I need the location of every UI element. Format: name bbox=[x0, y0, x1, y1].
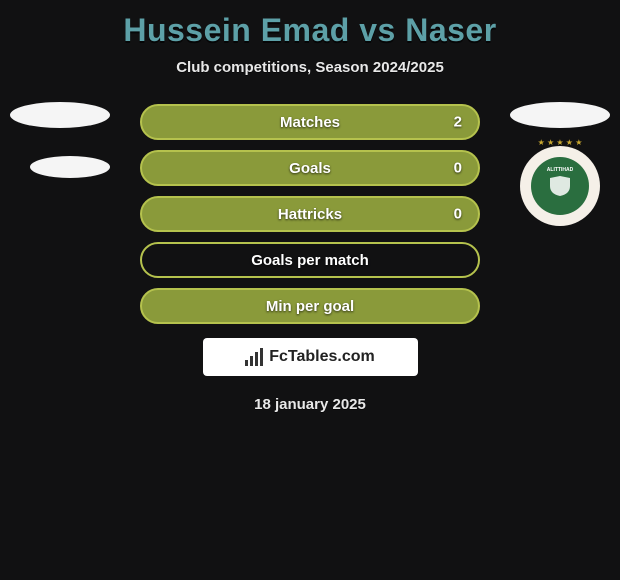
chart-bars-icon bbox=[245, 348, 263, 366]
page-title: Hussein Emad vs Naser bbox=[0, 0, 620, 49]
stat-label: Goals bbox=[289, 160, 331, 177]
stat-row: Min per goal bbox=[140, 288, 480, 324]
stat-label: Goals per match bbox=[251, 252, 369, 269]
stat-value-right: 0 bbox=[454, 160, 462, 177]
snapshot-date: 18 january 2025 bbox=[0, 396, 620, 413]
stat-row: Matches 2 bbox=[140, 104, 480, 140]
fctables-label: FcTables.com bbox=[269, 348, 375, 366]
stat-label: Matches bbox=[280, 114, 340, 131]
stat-label: Hattricks bbox=[278, 206, 342, 223]
badge-shield-icon bbox=[546, 176, 574, 196]
club-badge: ★ ★ ★ ★ ★ ALITTIHAD bbox=[520, 146, 600, 226]
stat-row: Goals per match bbox=[140, 242, 480, 278]
badge-label: ALITTIHAD bbox=[547, 167, 573, 173]
stats-container: ★ ★ ★ ★ ★ ALITTIHAD Matches2Goals0Hattri… bbox=[0, 104, 620, 324]
badge-stars-icon: ★ ★ ★ ★ ★ bbox=[520, 138, 600, 147]
stat-label: Min per goal bbox=[266, 298, 354, 315]
subtitle: Club competitions, Season 2024/2025 bbox=[0, 59, 620, 76]
stat-value-right: 0 bbox=[454, 206, 462, 223]
stat-row: Goals 0 bbox=[140, 150, 480, 186]
fctables-badge[interactable]: FcTables.com bbox=[203, 338, 418, 376]
player-avatar-right: ★ ★ ★ ★ ★ ALITTIHAD bbox=[510, 96, 610, 196]
stat-row: Hattricks 0 bbox=[140, 196, 480, 232]
player-avatar-left bbox=[10, 96, 110, 196]
stat-value-right: 2 bbox=[454, 114, 462, 131]
